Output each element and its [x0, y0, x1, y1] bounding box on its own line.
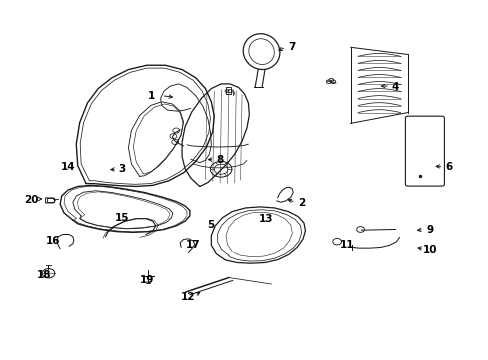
Text: 7: 7 — [288, 42, 295, 52]
Text: 6: 6 — [445, 162, 452, 172]
Text: 1: 1 — [148, 91, 155, 101]
Text: 18: 18 — [36, 270, 51, 280]
Text: 8: 8 — [216, 155, 224, 165]
Text: 9: 9 — [426, 225, 432, 235]
Text: 13: 13 — [259, 215, 273, 224]
Text: 10: 10 — [422, 245, 436, 255]
Text: 3: 3 — [118, 164, 125, 174]
Text: 12: 12 — [181, 292, 195, 302]
Text: 14: 14 — [61, 162, 75, 172]
Text: 17: 17 — [185, 239, 200, 249]
Text: 2: 2 — [298, 198, 305, 208]
Text: 16: 16 — [46, 236, 61, 246]
Bar — [46, 198, 54, 202]
Text: 20: 20 — [24, 195, 39, 205]
Text: 19: 19 — [140, 275, 154, 285]
Text: 11: 11 — [339, 239, 353, 249]
Text: 5: 5 — [206, 220, 214, 230]
Text: 4: 4 — [391, 82, 399, 92]
Text: 15: 15 — [114, 213, 129, 222]
